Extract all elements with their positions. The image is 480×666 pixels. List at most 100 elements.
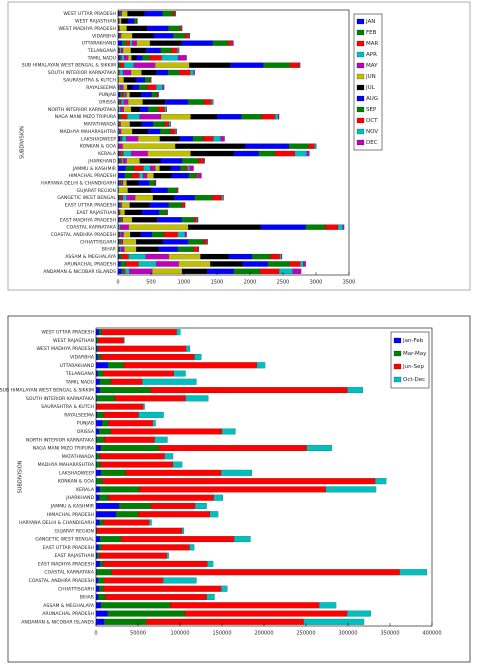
y-tick-label: LAKSHADWEEP bbox=[81, 136, 116, 142]
y-tick-label: ORISSA bbox=[99, 100, 117, 106]
bar-segment bbox=[139, 84, 148, 90]
panel-border bbox=[7, 315, 471, 663]
bar-segment bbox=[275, 150, 295, 157]
bar-segment bbox=[164, 121, 169, 127]
bar-segment bbox=[207, 560, 214, 567]
bar-segment bbox=[375, 478, 387, 485]
bar-segment bbox=[119, 231, 121, 238]
bar-segment bbox=[138, 261, 157, 267]
bar-segment bbox=[97, 370, 104, 377]
x-tick-label: 150000 bbox=[212, 631, 231, 637]
bar-segment bbox=[117, 180, 120, 186]
bar-segment bbox=[138, 411, 164, 418]
legend-label: FEB bbox=[366, 30, 377, 36]
bar-segment bbox=[147, 150, 191, 157]
bar-segment bbox=[146, 618, 304, 625]
bar-segment bbox=[123, 69, 132, 76]
bar-segment bbox=[95, 610, 108, 617]
bar-segment bbox=[110, 378, 143, 385]
bar-segment bbox=[188, 239, 204, 245]
bar-segment bbox=[117, 239, 120, 245]
bar-segment bbox=[119, 92, 123, 98]
bar-segment bbox=[157, 217, 182, 223]
y-tick-label: GUJARAT REGION bbox=[77, 188, 116, 194]
bar-segment bbox=[231, 40, 232, 46]
bar-segment bbox=[103, 411, 139, 418]
bar-segment bbox=[164, 453, 174, 460]
bar-segment bbox=[120, 55, 122, 61]
bar-segment bbox=[99, 536, 122, 543]
y-tick-label: KERALA bbox=[98, 151, 117, 157]
y-tick-label: ASSAM & MEGHALAYA bbox=[43, 603, 95, 609]
bar-segment bbox=[99, 453, 165, 460]
legend-swatch bbox=[356, 18, 365, 25]
bar-segment bbox=[126, 92, 130, 98]
bar-segment bbox=[131, 217, 158, 223]
y-tick-label: CHHATTISGARH bbox=[80, 239, 116, 245]
bar-segment bbox=[160, 158, 183, 164]
bar-segment bbox=[118, 69, 120, 76]
bar-segment bbox=[278, 268, 293, 274]
y-tick-label: ANDAMAN & NICOBAR ISLANDS bbox=[21, 619, 94, 625]
bar-segment bbox=[175, 128, 177, 135]
bar-segment bbox=[152, 268, 183, 274]
y-axis-label: SUBDIVISION bbox=[18, 460, 24, 493]
bar-segment bbox=[95, 354, 98, 360]
y-tick-label: ASSAM & MEGHALAYA bbox=[65, 254, 117, 260]
legend-label: SEP bbox=[366, 107, 377, 113]
y-tick-label: COASTAL ANDHRA PRADESH bbox=[51, 232, 116, 238]
bar-segment bbox=[294, 150, 307, 157]
bar-segment bbox=[117, 114, 120, 120]
bar-segment bbox=[119, 121, 120, 127]
y-tick-label: SUB HIMALAYAN WEST BENGAL & SIKKIM bbox=[0, 388, 94, 394]
bar-segment bbox=[120, 239, 122, 245]
bar-segment bbox=[189, 62, 231, 68]
bar-segment bbox=[126, 180, 139, 186]
y-tick-label: GANGETIC WEST BENGAL bbox=[57, 195, 116, 201]
bar-segment bbox=[117, 150, 120, 157]
bar-segment bbox=[99, 519, 104, 526]
bar-segment bbox=[130, 106, 140, 113]
bar-segment bbox=[119, 18, 122, 24]
bar-segment bbox=[155, 180, 157, 186]
bar-segment bbox=[120, 195, 124, 201]
bar-segment bbox=[167, 69, 180, 76]
bar-segment bbox=[110, 428, 222, 435]
y-tick-label: HARYANA DELHI & CHANDIGARH bbox=[19, 520, 94, 526]
bar-segment bbox=[95, 378, 100, 385]
bar-segment bbox=[101, 544, 190, 551]
bar-segment bbox=[140, 92, 152, 98]
bar-segment bbox=[142, 55, 150, 61]
bar-segment bbox=[118, 187, 128, 193]
bar-segment bbox=[111, 569, 400, 576]
bar-segment bbox=[157, 92, 159, 98]
bar-segment bbox=[95, 618, 105, 625]
bar-segment bbox=[95, 329, 100, 336]
bar-segment bbox=[118, 106, 121, 113]
bar-segment bbox=[127, 84, 133, 90]
bar-segment bbox=[123, 158, 127, 164]
bar-segment bbox=[306, 445, 332, 451]
bar-segment bbox=[185, 165, 188, 171]
x-tick-label: 3500 bbox=[343, 280, 356, 286]
x-tick-label: 1000 bbox=[178, 280, 191, 286]
bar-segment bbox=[95, 585, 100, 592]
bar-segment bbox=[129, 268, 153, 274]
bar-segment bbox=[277, 114, 280, 120]
bar-segment bbox=[120, 224, 129, 230]
bar-segment bbox=[99, 494, 109, 501]
bar-segment bbox=[227, 40, 232, 46]
bar-segment bbox=[181, 217, 195, 223]
bar-segment bbox=[159, 136, 180, 142]
bar-segment bbox=[141, 121, 154, 127]
bar-segment bbox=[121, 40, 127, 46]
bar-segment bbox=[102, 420, 109, 427]
bar-segment bbox=[95, 428, 100, 435]
bar-segment bbox=[164, 106, 167, 113]
bar-segment bbox=[203, 239, 207, 245]
bar-segment bbox=[130, 231, 141, 238]
bar-segment bbox=[117, 246, 119, 252]
bar-segment bbox=[122, 217, 133, 223]
bar-segment bbox=[96, 395, 116, 402]
bar-segment bbox=[120, 150, 124, 157]
